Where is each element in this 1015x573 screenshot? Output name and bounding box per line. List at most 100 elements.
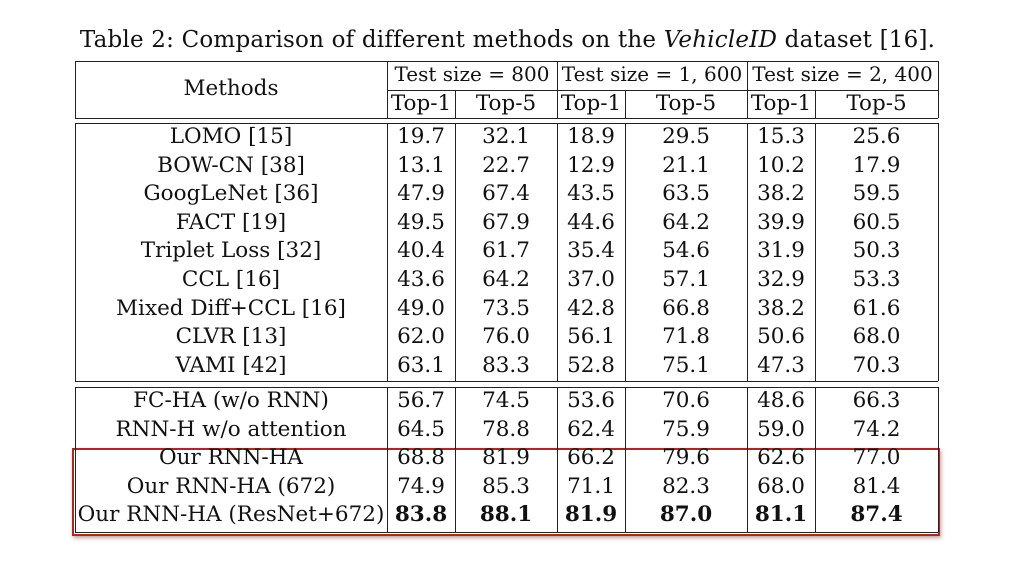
table-row-value: 29.5 (662, 124, 710, 149)
table-row-value: 42.8 (567, 295, 615, 321)
table-row-method: Our RNN-HA (ResNet+672) (77, 502, 385, 528)
table-row-method: CLVR [13] (175, 324, 287, 350)
table-row-method: CCL [16] (181, 267, 281, 292)
block-vrule (455, 387, 456, 532)
table-row-value: 38.2 (757, 295, 805, 321)
table-row-value: 57.1 (662, 267, 710, 292)
table-row-value: 54.6 (662, 238, 710, 264)
table-row-value: 50.6 (757, 324, 805, 350)
table-row-value: 75.1 (662, 352, 710, 378)
table-row-value: 44.6 (567, 209, 615, 235)
table-row-value: 77.0 (852, 445, 901, 471)
header-top-rule (75, 61, 938, 62)
table-row-method: Triplet Loss [32] (140, 238, 322, 264)
table-row-value: 62.6 (757, 445, 805, 471)
block-top-rule (75, 123, 938, 124)
table-row-value: 87.0 (659, 502, 713, 528)
table-row-value: 62.4 (567, 416, 615, 442)
table-row-value: 83.3 (482, 352, 530, 378)
table-row-value: 21.1 (662, 152, 710, 178)
header-metric: Top-1 (750, 91, 812, 116)
header-vrule (938, 61, 939, 118)
block-vrule (557, 387, 558, 532)
table-row-value: 82.3 (662, 473, 710, 499)
table-row-value: 10.2 (757, 152, 805, 178)
table-row-value: 73.5 (482, 295, 530, 321)
table-row-value: 39.9 (757, 209, 805, 235)
table-row-value: 31.9 (757, 238, 805, 264)
table-row-value: 50.3 (852, 238, 901, 264)
table-row-value: 61.6 (852, 295, 901, 321)
table-row-value: 81.1 (754, 502, 808, 528)
table-row-value: 47.9 (397, 181, 445, 207)
table-row-method: Mixed Diff+CCL [16] (116, 295, 346, 321)
header-metric: Top-5 (655, 91, 717, 116)
table-row-value: 56.7 (397, 388, 445, 413)
block-vrule (455, 123, 456, 381)
block-vrule (747, 387, 748, 532)
table-row-value: 18.9 (567, 124, 615, 149)
table-row-value: 68.0 (757, 473, 805, 499)
table-row-value: 64.2 (662, 209, 710, 235)
table-row-value: 32.1 (482, 124, 530, 149)
header-metric: Top-5 (475, 91, 537, 116)
block-bottom-rule (75, 381, 938, 382)
table-row-value: 25.6 (852, 124, 901, 149)
table-row-value: 12.9 (567, 152, 615, 178)
table-row-value: 74.9 (397, 473, 445, 499)
table-row-value: 59.0 (757, 416, 805, 442)
table-caption: Table 2: Comparison of different methods… (0, 27, 1015, 53)
table-row-value: 49.5 (397, 209, 445, 235)
table-row-value: 63.5 (662, 181, 710, 207)
table-row-value: 79.6 (662, 445, 710, 471)
caption-suffix: dataset [16]. (777, 27, 936, 53)
block-vrule (387, 387, 388, 532)
header-methods: Methods (183, 76, 279, 101)
table-row-value: 74.5 (482, 388, 530, 413)
table-row-value: 87.4 (850, 502, 903, 528)
table-row-method: BOW-CN [38] (157, 152, 305, 178)
table-row-value: 19.7 (397, 124, 445, 149)
table-row-value: 68.0 (852, 324, 901, 350)
header-vrule (815, 90, 816, 118)
table-row-value: 22.7 (482, 152, 530, 178)
table-row-value: 83.8 (394, 502, 448, 528)
table-row-method: Our RNN-HA (672) (126, 473, 336, 499)
table-row-value: 43.5 (567, 181, 615, 207)
block-vrule (815, 123, 816, 381)
table-row-value: 53.3 (852, 267, 901, 292)
table-row-method: FC-HA (w/o RNN) (133, 388, 329, 413)
table-row-value: 81.9 (564, 502, 618, 528)
table-row-value: 38.2 (757, 181, 805, 207)
table-row-value: 56.1 (567, 324, 615, 350)
header-mid-rule (387, 90, 938, 91)
table-row-value: 74.2 (852, 416, 901, 442)
header-group-test-size: Test size = 800 (394, 62, 550, 86)
table-row-value: 61.7 (482, 238, 530, 264)
table-row-value: 40.4 (397, 238, 445, 264)
header-vrule (557, 61, 558, 118)
table-row-value: 35.4 (567, 238, 615, 264)
table-row-value: 59.5 (852, 181, 901, 207)
table-row-value: 78.8 (482, 416, 530, 442)
table-row-value: 85.3 (482, 473, 530, 499)
table-row-value: 67.9 (482, 209, 530, 235)
table-row-value: 88.1 (479, 502, 533, 528)
table-row-value: 32.9 (757, 267, 805, 292)
table-row-value: 71.8 (662, 324, 710, 350)
table-row-value: 68.8 (397, 445, 445, 471)
header-vrule (75, 61, 76, 118)
header-vrule (747, 61, 748, 118)
table-row-value: 66.8 (662, 295, 710, 321)
table-row-method: RNN-H w/o attention (115, 416, 347, 442)
table-row-method: Our RNN-HA (159, 445, 303, 471)
header-vrule (455, 90, 456, 118)
table-row-value: 15.3 (757, 124, 805, 149)
header-vrule (625, 90, 626, 118)
table-row-value: 76.0 (482, 324, 530, 350)
table-row-value: 81.4 (852, 473, 901, 499)
block-vrule (387, 123, 388, 381)
table-row-value: 47.3 (757, 352, 805, 378)
block-vrule (75, 123, 76, 381)
table-row-value: 75.9 (662, 416, 710, 442)
